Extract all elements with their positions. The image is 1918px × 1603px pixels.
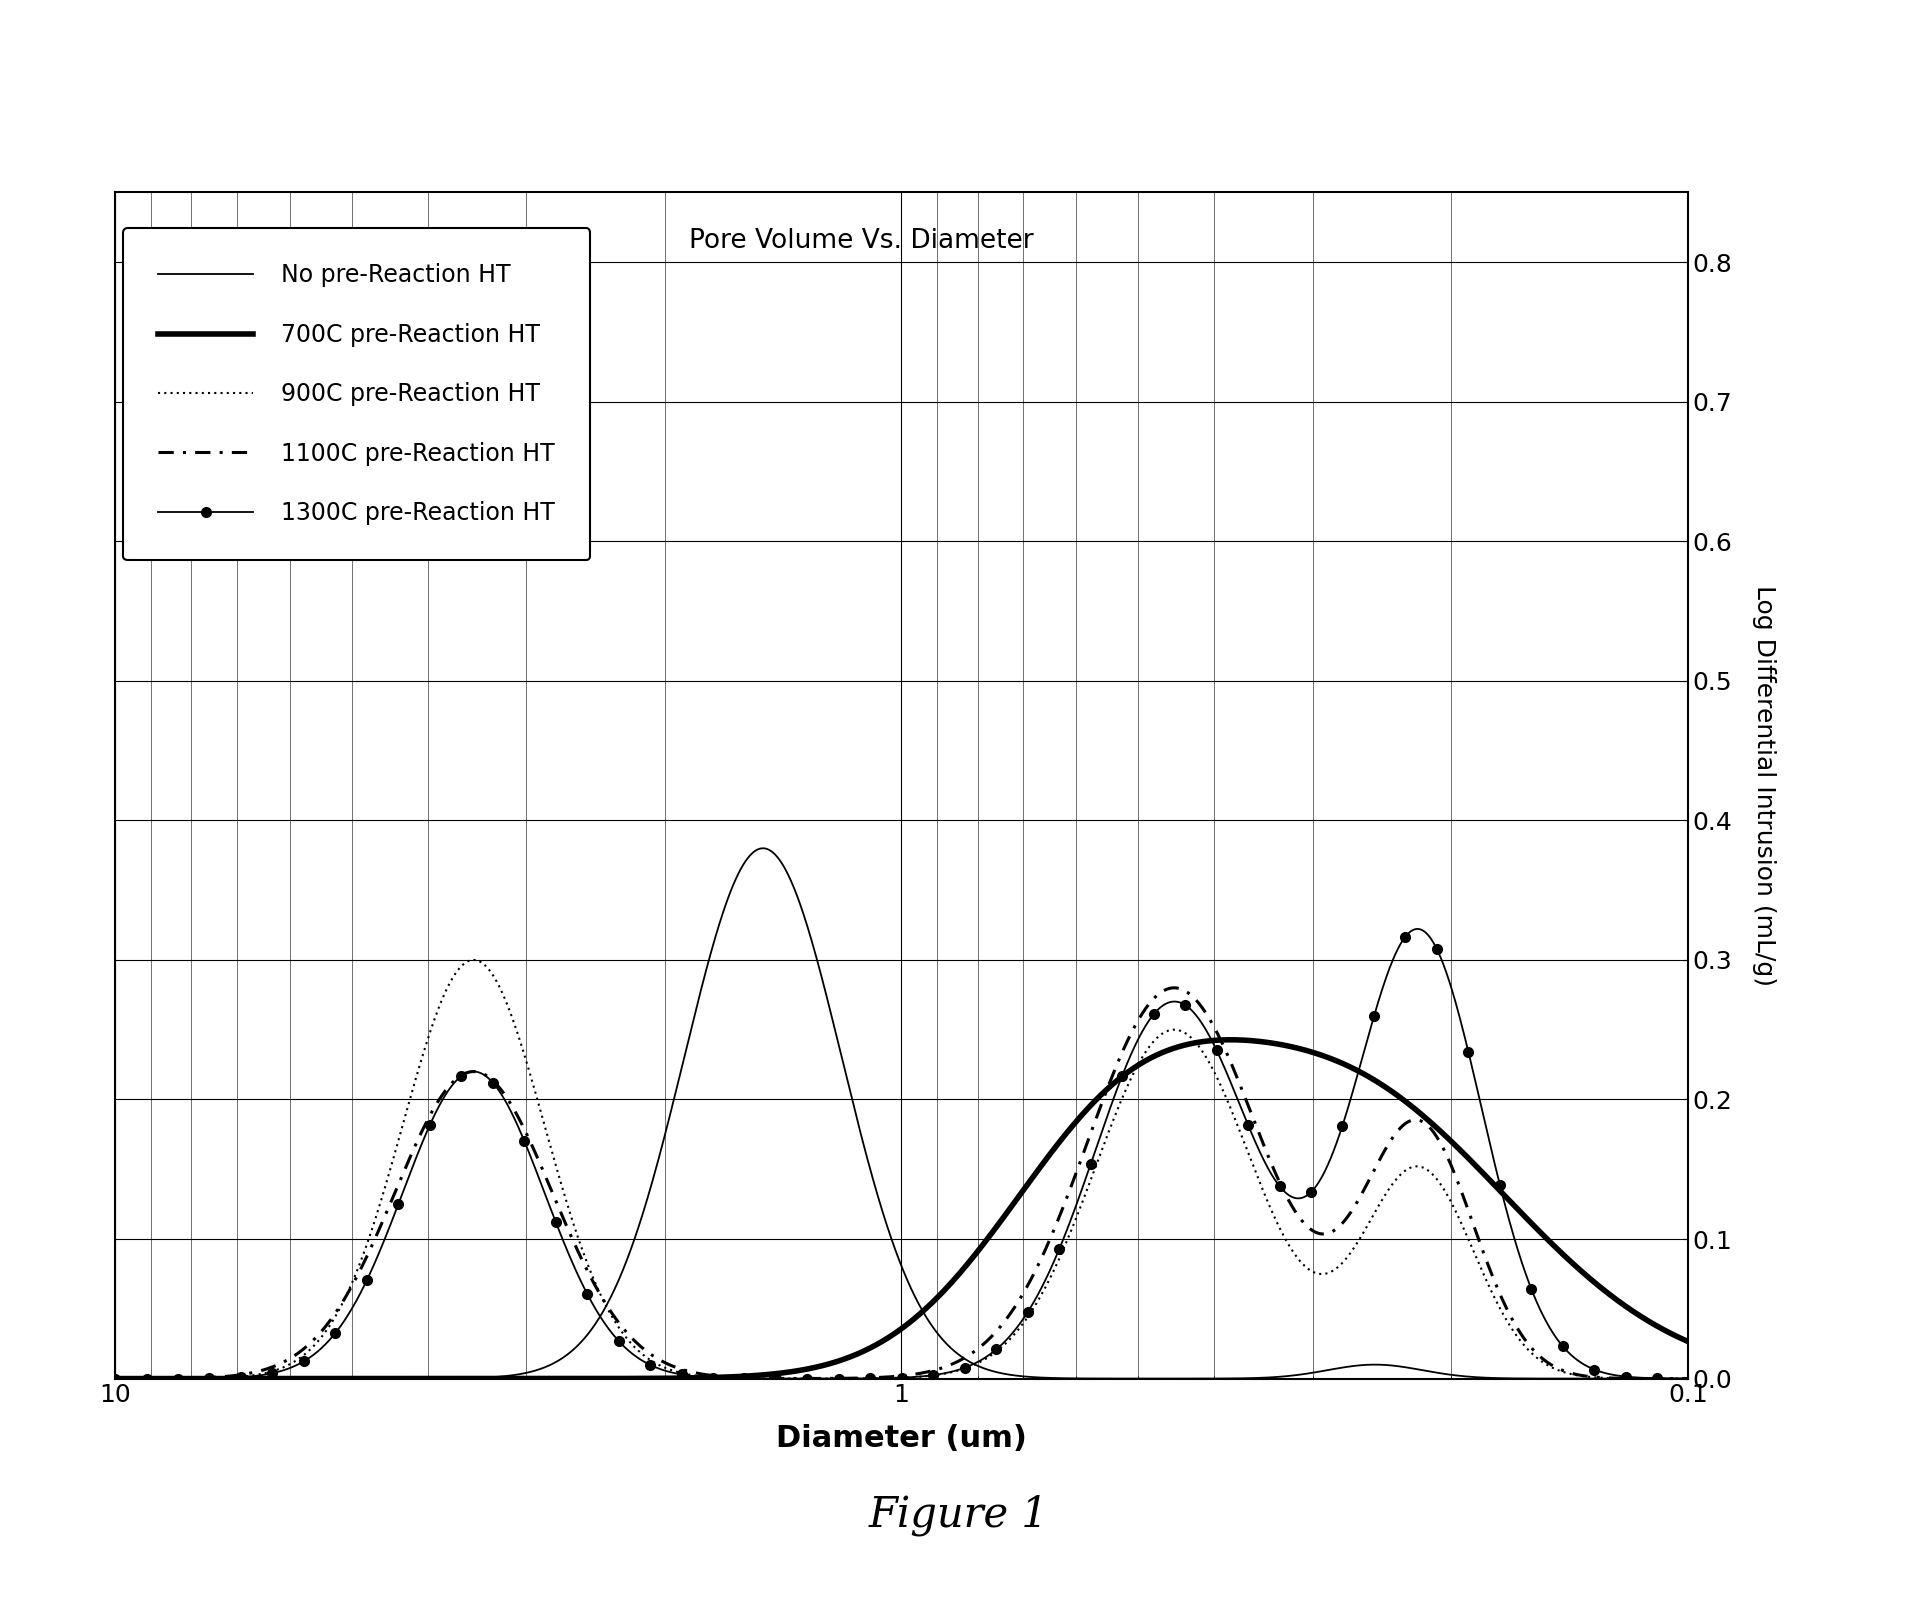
- 1300C pre-Reaction HT: [869, 1369, 892, 1388]
- Y-axis label: Log Differential Intrusion (mL/g): Log Differential Intrusion (mL/g): [1751, 585, 1776, 986]
- 700C pre-Reaction HT: [827, 1351, 850, 1371]
- 700C pre-Reaction HT: [1632, 1308, 1655, 1327]
- 1300C pre-Reaction HT: [104, 1369, 127, 1388]
- No pre-Reaction HT: [184, 1369, 207, 1388]
- 700C pre-Reaction HT: [104, 1369, 127, 1388]
- 1300C pre-Reaction HT: [1676, 1369, 1699, 1388]
- Text: Pore Volume Vs. Diameter: Pore Volume Vs. Diameter: [689, 228, 1034, 253]
- No pre-Reaction HT: [104, 1369, 127, 1388]
- 900C pre-Reaction HT: [104, 1369, 127, 1388]
- 900C pre-Reaction HT: [827, 1369, 850, 1388]
- 1100C pre-Reaction HT: [1162, 978, 1185, 997]
- 700C pre-Reaction HT: [184, 1369, 207, 1388]
- 1100C pre-Reaction HT: [1632, 1369, 1655, 1388]
- 1100C pre-Reaction HT: [869, 1367, 892, 1387]
- 1100C pre-Reaction HT: [1343, 1197, 1366, 1217]
- Text: Figure 1: Figure 1: [869, 1494, 1049, 1536]
- 900C pre-Reaction HT: [462, 951, 485, 970]
- 900C pre-Reaction HT: [1676, 1369, 1699, 1388]
- 1100C pre-Reaction HT: [104, 1369, 127, 1388]
- No pre-Reaction HT: [1676, 1369, 1699, 1388]
- 1300C pre-Reaction HT: [1630, 1367, 1653, 1387]
- 1300C pre-Reaction HT: [184, 1369, 207, 1388]
- Line: 1300C pre-Reaction HT: 1300C pre-Reaction HT: [109, 923, 1694, 1383]
- 900C pre-Reaction HT: [1630, 1369, 1653, 1388]
- Line: 700C pre-Reaction HT: 700C pre-Reaction HT: [115, 1040, 1688, 1379]
- No pre-Reaction HT: [827, 1036, 850, 1055]
- Line: 1100C pre-Reaction HT: 1100C pre-Reaction HT: [115, 987, 1688, 1379]
- No pre-Reaction HT: [869, 1196, 892, 1215]
- Line: No pre-Reaction HT: No pre-Reaction HT: [115, 848, 1688, 1379]
- 1100C pre-Reaction HT: [184, 1369, 207, 1388]
- No pre-Reaction HT: [1632, 1369, 1655, 1388]
- No pre-Reaction HT: [752, 838, 775, 858]
- 900C pre-Reaction HT: [1343, 1238, 1366, 1257]
- 700C pre-Reaction HT: [1676, 1332, 1699, 1351]
- 1300C pre-Reaction HT: [827, 1369, 850, 1388]
- 700C pre-Reaction HT: [1220, 1031, 1243, 1050]
- 900C pre-Reaction HT: [184, 1369, 207, 1388]
- 1300C pre-Reaction HT: [1406, 919, 1429, 938]
- Legend: No pre-Reaction HT, 700C pre-Reaction HT, 900C pre-Reaction HT, 1100C pre-Reacti: No pre-Reaction HT, 700C pre-Reaction HT…: [123, 228, 591, 561]
- 1300C pre-Reaction HT: [1632, 1369, 1655, 1388]
- 1100C pre-Reaction HT: [1676, 1369, 1699, 1388]
- X-axis label: Diameter (um): Diameter (um): [777, 1423, 1026, 1452]
- 1100C pre-Reaction HT: [1630, 1369, 1653, 1388]
- No pre-Reaction HT: [1630, 1369, 1653, 1388]
- Line: 900C pre-Reaction HT: 900C pre-Reaction HT: [115, 960, 1688, 1379]
- 700C pre-Reaction HT: [1343, 1060, 1366, 1079]
- 700C pre-Reaction HT: [869, 1334, 892, 1353]
- 1300C pre-Reaction HT: [1343, 1079, 1366, 1098]
- 900C pre-Reaction HT: [1632, 1369, 1655, 1388]
- 1100C pre-Reaction HT: [827, 1369, 850, 1388]
- 700C pre-Reaction HT: [1630, 1308, 1653, 1327]
- 900C pre-Reaction HT: [869, 1369, 892, 1388]
- No pre-Reaction HT: [1343, 1356, 1366, 1375]
